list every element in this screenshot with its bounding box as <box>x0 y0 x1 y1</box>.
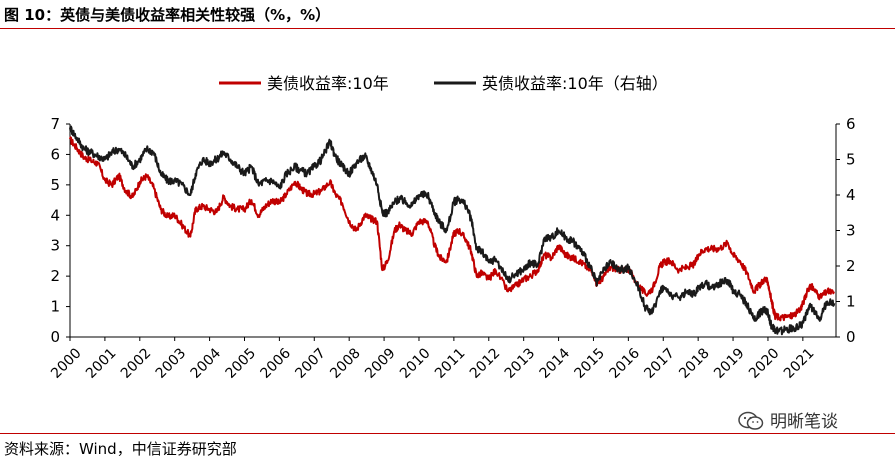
y-tick-label-left: 4 <box>50 206 60 224</box>
y-tick-label-right: 1 <box>846 293 856 311</box>
chart-lines <box>69 125 836 336</box>
x-tick-label: 2015 <box>572 345 609 382</box>
x-tick-label: 2004 <box>188 345 225 382</box>
line-chart: 美债收益率:10年 英债收益率:10年（右轴） 0 1 2 3 4 5 6 7 0 1 2 3 4 5 6 20… <box>48 74 855 382</box>
x-tick-label: 2003 <box>153 345 190 382</box>
x-tick-label: 2021 <box>781 345 818 382</box>
y-tick-label-left: 6 <box>50 145 60 163</box>
wechat-icon <box>738 411 764 430</box>
x-tick-label: 2012 <box>467 345 504 382</box>
y-tick-label-left: 7 <box>50 115 60 133</box>
y-tick-label-left: 3 <box>50 237 60 255</box>
y-tick-label-left: 1 <box>50 298 60 316</box>
y-tick-label-right: 6 <box>846 115 856 133</box>
x-tick-label: 2019 <box>711 345 748 382</box>
x-tick-label: 2009 <box>362 345 399 382</box>
legend-label-uk10y: 英债收益率:10年（右轴） <box>482 74 668 93</box>
x-tick-label: 2017 <box>641 345 678 382</box>
x-tick-label: 2008 <box>327 345 364 382</box>
y-tick-label-right: 5 <box>846 151 856 169</box>
x-tick-label: 2018 <box>676 345 713 382</box>
chart-legend: 美债收益率:10年 英债收益率:10年（右轴） <box>219 74 668 93</box>
x-tick-label: 2007 <box>292 345 329 382</box>
x-tick-label: 2011 <box>432 345 469 382</box>
source-note: 资料来源：Wind，中信证券研究部 <box>4 440 237 458</box>
series-line-us10y <box>69 136 836 322</box>
y-tick-label-left: 5 <box>50 176 60 194</box>
legend-label-us10y: 美债收益率:10年 <box>267 74 389 93</box>
x-tick-label: 2002 <box>118 345 155 382</box>
y-tick-label-left: 2 <box>50 267 60 285</box>
x-tick-label: 2020 <box>746 345 783 382</box>
y-tick-label-right: 4 <box>846 186 856 204</box>
chart-axes: 0123456701234562000200120022003200420052… <box>48 115 855 382</box>
y-tick-label-right: 0 <box>846 328 856 346</box>
watermark-text: 明晰笔谈 <box>770 412 838 432</box>
series-line-uk10y <box>69 125 836 336</box>
figure-title: 图 10：英债与美债收益率相关性较强（%，%） <box>4 6 331 24</box>
title-rule <box>0 28 895 29</box>
source-rule <box>0 433 895 434</box>
x-tick-label: 2014 <box>537 345 574 382</box>
y-tick-label-left: 0 <box>50 328 60 346</box>
x-tick-label: 2000 <box>48 345 85 382</box>
watermark: 明晰笔谈 <box>738 407 838 432</box>
x-tick-label: 2001 <box>83 345 120 382</box>
x-tick-label: 2016 <box>606 345 643 382</box>
x-tick-label: 2010 <box>397 345 434 382</box>
y-tick-label-right: 2 <box>846 257 856 275</box>
x-tick-label: 2013 <box>502 345 539 382</box>
y-tick-label-right: 3 <box>846 222 856 240</box>
x-tick-label: 2005 <box>223 345 260 382</box>
x-tick-label: 2006 <box>257 345 294 382</box>
